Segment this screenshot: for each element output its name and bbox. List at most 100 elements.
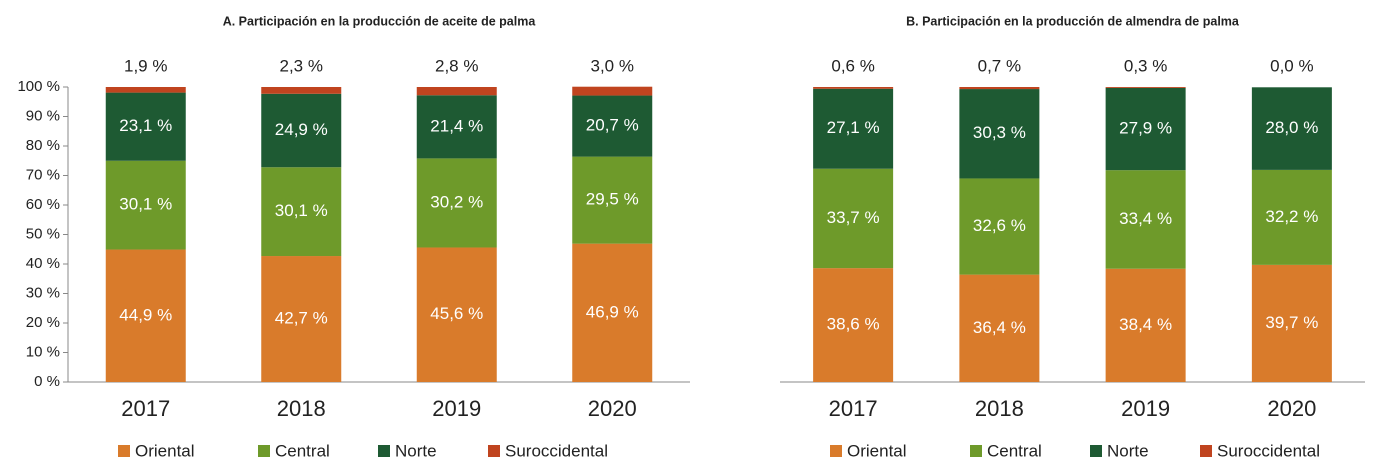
y-tick-label: 20 % <box>26 314 60 331</box>
legend-label: Norte <box>1107 441 1149 460</box>
bar-segment <box>416 95 497 159</box>
value-label: 38,6 % <box>827 315 880 334</box>
legend-swatch <box>118 445 130 457</box>
bar-segment <box>105 87 186 93</box>
bar-segment <box>1251 169 1332 265</box>
value-label: 32,6 % <box>973 216 1026 235</box>
bar-segment <box>1251 264 1332 382</box>
bar-segment <box>572 95 653 157</box>
bar-segment <box>1251 87 1332 170</box>
chart-title: B. Participación en la producción de alm… <box>906 14 1240 28</box>
value-label: 23,1 % <box>119 116 172 135</box>
y-tick-label: 70 % <box>26 166 60 183</box>
bar-segment <box>572 243 653 382</box>
bar-segment <box>261 167 342 257</box>
legend-swatch <box>970 445 982 457</box>
legend-label: Suroccidental <box>1217 441 1320 460</box>
bar-segment <box>261 93 342 168</box>
value-label: 29,5 % <box>586 190 639 209</box>
value-label: 46,9 % <box>586 302 639 321</box>
legend-label: Oriental <box>847 441 907 460</box>
bar-segment <box>813 88 894 169</box>
bar-segment <box>959 89 1040 179</box>
legend-swatch <box>258 445 270 457</box>
value-label: 27,9 % <box>1119 119 1172 138</box>
bar-segment <box>416 247 497 382</box>
value-label: 38,4 % <box>1119 315 1172 334</box>
legend-swatch <box>1200 445 1212 457</box>
legend-swatch <box>378 445 390 457</box>
bar-segment <box>416 87 497 96</box>
bar-segment <box>572 86 653 96</box>
x-tick-label: 2017 <box>121 396 170 421</box>
value-label: 33,4 % <box>1119 209 1172 228</box>
legend-label: Central <box>275 441 330 460</box>
value-label: 28,0 % <box>1265 118 1318 137</box>
bar-segment <box>959 178 1040 275</box>
bar-segment <box>261 256 342 382</box>
x-tick-label: 2017 <box>829 396 878 421</box>
y-tick-label: 40 % <box>26 255 60 272</box>
bar-segment <box>105 249 186 382</box>
value-label: 0,6 % <box>831 56 874 75</box>
bar-segment <box>959 87 1040 90</box>
value-label: 30,1 % <box>119 195 172 214</box>
legend-swatch <box>488 445 500 457</box>
value-label: 45,6 % <box>430 304 483 323</box>
x-tick-label: 2020 <box>588 396 637 421</box>
bar-segment <box>416 158 497 248</box>
y-tick-label: 10 % <box>26 343 60 360</box>
value-label: 20,7 % <box>586 116 639 135</box>
value-label: 24,9 % <box>275 120 328 139</box>
x-tick-label: 2020 <box>1267 396 1316 421</box>
bar-segment <box>261 87 342 94</box>
bar-segment <box>572 156 653 244</box>
value-label: 44,9 % <box>119 305 172 324</box>
value-label: 3,0 % <box>591 56 634 75</box>
value-label: 39,7 % <box>1265 313 1318 332</box>
y-tick-label: 50 % <box>26 225 60 242</box>
y-tick-label: 60 % <box>26 196 60 213</box>
bar-segment <box>1105 170 1186 269</box>
x-tick-label: 2019 <box>432 396 481 421</box>
value-label: 36,4 % <box>973 318 1026 337</box>
value-label: 2,8 % <box>435 56 478 75</box>
bar-segment <box>813 87 894 89</box>
value-label: 27,1 % <box>827 118 880 137</box>
value-label: 42,7 % <box>275 309 328 328</box>
value-label: 30,3 % <box>973 123 1026 142</box>
bar-segment <box>959 274 1040 382</box>
value-label: 33,7 % <box>827 208 880 227</box>
bar-segment <box>105 92 186 161</box>
value-label: 30,1 % <box>275 201 328 220</box>
y-tick-label: 80 % <box>26 137 60 154</box>
bar-segment <box>813 268 894 382</box>
y-tick-label: 30 % <box>26 284 60 301</box>
bar-segment <box>1105 268 1186 382</box>
legend-label: Oriental <box>135 441 195 460</box>
legend-swatch <box>1090 445 1102 457</box>
legend-label: Central <box>987 441 1042 460</box>
y-tick-label: 0 % <box>34 373 60 390</box>
bar-segment <box>105 160 186 250</box>
value-label: 32,2 % <box>1265 207 1318 226</box>
legend-swatch <box>830 445 842 457</box>
x-tick-label: 2018 <box>277 396 326 421</box>
value-label: 2,3 % <box>280 56 323 75</box>
value-label: 0,7 % <box>978 56 1021 75</box>
value-label: 0,3 % <box>1124 56 1167 75</box>
value-label: 21,4 % <box>430 116 483 135</box>
legend-label: Norte <box>395 441 437 460</box>
y-tick-label: 90 % <box>26 107 60 124</box>
value-label: 0,0 % <box>1270 56 1313 75</box>
y-tick-label: 100 % <box>17 78 60 95</box>
bar-segment <box>1105 87 1186 171</box>
value-label: 1,9 % <box>124 56 167 75</box>
chart-title: A. Participación en la producción de ace… <box>223 14 537 28</box>
value-label: 30,2 % <box>430 192 483 211</box>
bar-segment <box>1105 87 1186 88</box>
x-tick-label: 2019 <box>1121 396 1170 421</box>
legend-label: Suroccidental <box>505 441 608 460</box>
x-tick-label: 2018 <box>975 396 1024 421</box>
